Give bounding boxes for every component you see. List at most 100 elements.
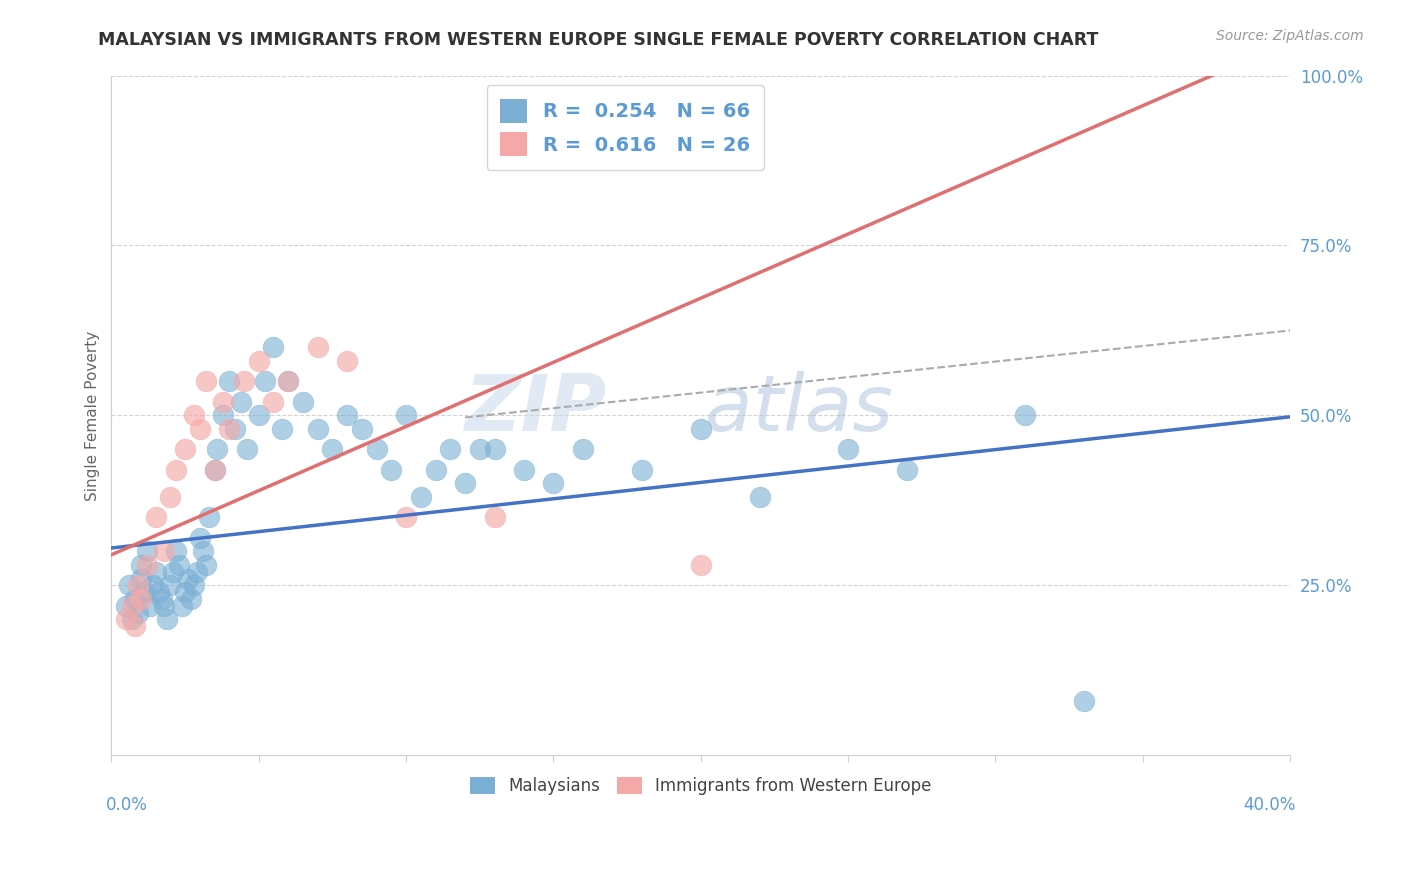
- Point: [121, 612, 143, 626]
- Point: [277, 375, 299, 389]
- Point: [380, 463, 402, 477]
- Point: [277, 375, 299, 389]
- Point: [127, 606, 149, 620]
- Point: [212, 394, 235, 409]
- Text: Source: ZipAtlas.com: Source: ZipAtlas.com: [1216, 29, 1364, 43]
- Point: [159, 490, 181, 504]
- Text: MALAYSIAN VS IMMIGRANTS FROM WESTERN EUROPE SINGLE FEMALE POVERTY CORRELATION CH: MALAYSIAN VS IMMIGRANTS FROM WESTERN EUR…: [98, 31, 1099, 49]
- Point: [513, 463, 536, 477]
- Point: [307, 422, 329, 436]
- Point: [124, 619, 146, 633]
- Text: ZIP: ZIP: [464, 371, 606, 447]
- Point: [183, 578, 205, 592]
- Point: [307, 341, 329, 355]
- Point: [177, 572, 200, 586]
- Point: [180, 592, 202, 607]
- Point: [207, 442, 229, 457]
- Point: [409, 490, 432, 504]
- Point: [439, 442, 461, 457]
- Point: [167, 558, 190, 572]
- Point: [1073, 694, 1095, 708]
- Point: [194, 558, 217, 572]
- Point: [129, 572, 152, 586]
- Point: [896, 463, 918, 477]
- Point: [425, 463, 447, 477]
- Point: [218, 375, 240, 389]
- Point: [174, 442, 197, 457]
- Point: [336, 409, 359, 423]
- Point: [218, 422, 240, 436]
- Point: [162, 565, 184, 579]
- Point: [247, 409, 270, 423]
- Point: [142, 578, 165, 592]
- Point: [135, 544, 157, 558]
- Point: [212, 409, 235, 423]
- Point: [229, 394, 252, 409]
- Point: [174, 585, 197, 599]
- Point: [291, 394, 314, 409]
- Point: [115, 599, 138, 613]
- Point: [204, 463, 226, 477]
- Point: [121, 599, 143, 613]
- Point: [127, 578, 149, 592]
- Point: [271, 422, 294, 436]
- Point: [129, 592, 152, 607]
- Text: 40.0%: 40.0%: [1244, 797, 1296, 814]
- Point: [188, 422, 211, 436]
- Point: [689, 422, 711, 436]
- Point: [204, 463, 226, 477]
- Point: [454, 476, 477, 491]
- Point: [150, 592, 173, 607]
- Point: [366, 442, 388, 457]
- Point: [159, 578, 181, 592]
- Point: [186, 565, 208, 579]
- Y-axis label: Single Female Poverty: Single Female Poverty: [86, 330, 100, 500]
- Point: [395, 510, 418, 524]
- Point: [253, 375, 276, 389]
- Point: [156, 612, 179, 626]
- Point: [484, 442, 506, 457]
- Point: [118, 578, 141, 592]
- Point: [572, 442, 595, 457]
- Point: [321, 442, 343, 457]
- Point: [188, 531, 211, 545]
- Point: [145, 510, 167, 524]
- Point: [631, 463, 654, 477]
- Point: [148, 585, 170, 599]
- Point: [837, 442, 859, 457]
- Legend: R =  0.254   N = 66, R =  0.616   N = 26: R = 0.254 N = 66, R = 0.616 N = 26: [486, 86, 763, 169]
- Point: [153, 599, 176, 613]
- Point: [197, 510, 219, 524]
- Point: [129, 558, 152, 572]
- Point: [183, 409, 205, 423]
- Text: atlas: atlas: [606, 371, 893, 447]
- Point: [165, 544, 187, 558]
- Point: [543, 476, 565, 491]
- Point: [172, 599, 194, 613]
- Point: [236, 442, 259, 457]
- Point: [1014, 409, 1036, 423]
- Point: [263, 394, 285, 409]
- Point: [689, 558, 711, 572]
- Point: [124, 592, 146, 607]
- Point: [247, 354, 270, 368]
- Point: [233, 375, 256, 389]
- Point: [132, 585, 155, 599]
- Text: 0.0%: 0.0%: [105, 797, 148, 814]
- Point: [336, 354, 359, 368]
- Point: [484, 510, 506, 524]
- Point: [165, 463, 187, 477]
- Point: [153, 544, 176, 558]
- Point: [138, 599, 160, 613]
- Point: [194, 375, 217, 389]
- Point: [263, 341, 285, 355]
- Point: [135, 558, 157, 572]
- Point: [748, 490, 770, 504]
- Point: [468, 442, 491, 457]
- Point: [224, 422, 246, 436]
- Point: [191, 544, 214, 558]
- Point: [145, 565, 167, 579]
- Point: [350, 422, 373, 436]
- Point: [395, 409, 418, 423]
- Point: [115, 612, 138, 626]
